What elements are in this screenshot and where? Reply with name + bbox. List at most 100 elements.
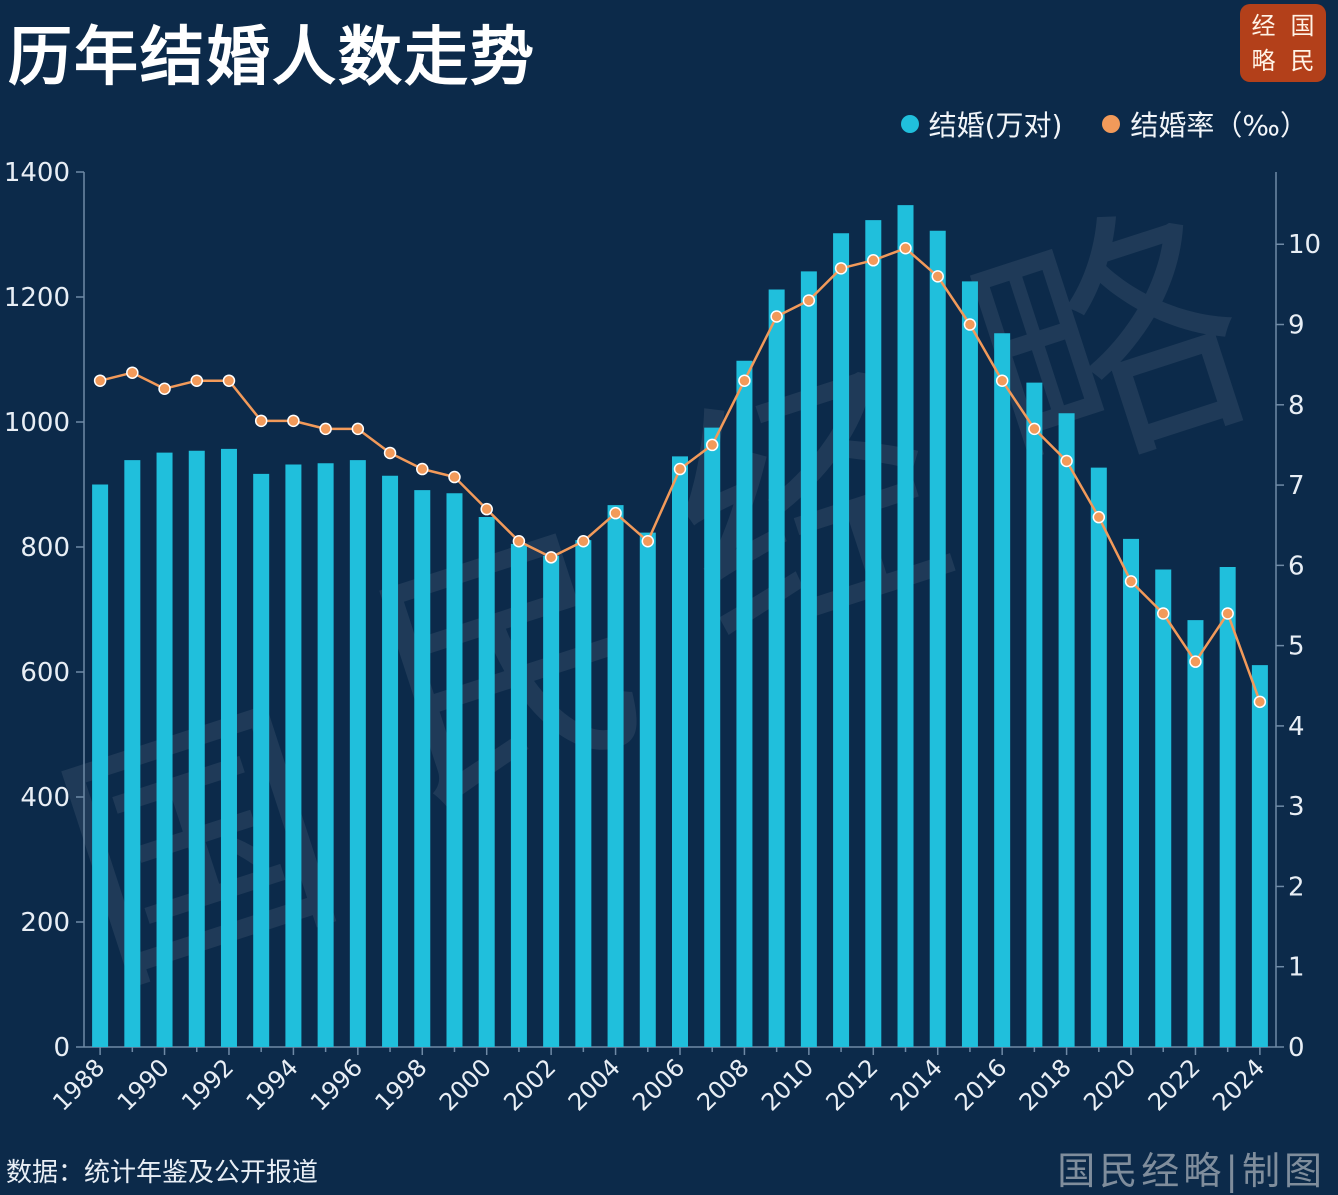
x-tick-label: 1994 bbox=[241, 1053, 304, 1116]
rate-point bbox=[416, 462, 429, 476]
logo-char: 民 bbox=[1290, 46, 1315, 75]
rate-point bbox=[802, 294, 816, 307]
y-left-tick-label: 400 bbox=[20, 783, 70, 813]
rate-point bbox=[222, 374, 236, 387]
bar bbox=[317, 463, 334, 1047]
x-tick-label: 2018 bbox=[1014, 1053, 1077, 1116]
x-tick-label: 2024 bbox=[1207, 1053, 1270, 1116]
x-tick-label: 1998 bbox=[370, 1053, 433, 1116]
bar bbox=[865, 220, 882, 1047]
bar bbox=[897, 205, 914, 1047]
bar bbox=[188, 450, 205, 1047]
bar bbox=[1090, 467, 1107, 1047]
rate-point bbox=[480, 502, 493, 516]
bar bbox=[253, 473, 270, 1047]
y-left-tick-label: 200 bbox=[20, 908, 70, 938]
rate-point bbox=[705, 438, 719, 452]
rate-point bbox=[158, 382, 171, 395]
x-tick-label: 2010 bbox=[756, 1053, 819, 1116]
y-right-tick-label: 1 bbox=[1288, 953, 1305, 983]
rate-point bbox=[1189, 655, 1202, 668]
rate-point bbox=[1253, 695, 1267, 709]
rate-point bbox=[254, 414, 268, 428]
logo-char: 国 bbox=[1290, 11, 1315, 40]
bar bbox=[768, 289, 785, 1047]
bar bbox=[446, 493, 463, 1047]
legend-dot-icon bbox=[1102, 115, 1121, 133]
x-tick-label: 2020 bbox=[1078, 1053, 1141, 1116]
bar bbox=[736, 360, 753, 1047]
bar bbox=[414, 490, 431, 1047]
rate-point bbox=[1156, 607, 1170, 620]
rate-point bbox=[609, 506, 622, 520]
x-tick-label: 2008 bbox=[692, 1053, 755, 1116]
chart-legend: 结婚(万对) 结婚率（‰） bbox=[900, 104, 1308, 144]
y-right-tick-label: 3 bbox=[1288, 792, 1305, 822]
x-tick-label: 2004 bbox=[563, 1053, 626, 1116]
rate-point bbox=[287, 414, 300, 428]
page-title: 历年结婚人数走势 bbox=[8, 21, 536, 95]
bar bbox=[1058, 413, 1075, 1047]
bar bbox=[833, 233, 850, 1047]
legend-item-marriages[interactable]: 结婚(万对) bbox=[900, 104, 1063, 144]
rate-point bbox=[673, 462, 687, 476]
x-tick-label: 1990 bbox=[112, 1053, 175, 1116]
rate-point bbox=[1028, 422, 1041, 436]
y-right-tick-label: 6 bbox=[1288, 551, 1305, 581]
bar bbox=[639, 532, 656, 1047]
bar bbox=[704, 427, 721, 1047]
logo-char: 经 bbox=[1251, 11, 1276, 40]
x-tick-label: 2014 bbox=[885, 1053, 948, 1116]
bar bbox=[543, 555, 560, 1047]
x-tick-label: 2012 bbox=[821, 1053, 884, 1116]
x-tick-label: 2000 bbox=[434, 1053, 497, 1116]
x-tick-label: 2006 bbox=[627, 1053, 690, 1116]
y-right-tick-label: 10 bbox=[1288, 230, 1321, 260]
bar bbox=[607, 505, 624, 1047]
rate-point bbox=[770, 310, 783, 323]
bar bbox=[156, 452, 173, 1047]
bar bbox=[220, 448, 237, 1047]
y-right-tick-label: 4 bbox=[1288, 712, 1305, 742]
bar bbox=[1123, 538, 1140, 1047]
rate-point bbox=[899, 242, 912, 255]
rate-point bbox=[931, 270, 944, 283]
y-left-tick-label: 1200 bbox=[4, 283, 70, 313]
x-tick-label: 2022 bbox=[1143, 1053, 1206, 1116]
y-right-tick-label: 2 bbox=[1288, 872, 1305, 902]
x-tick-label: 1996 bbox=[305, 1053, 368, 1116]
rate-point bbox=[448, 470, 461, 484]
y-left-tick-label: 1000 bbox=[4, 408, 70, 438]
bar bbox=[382, 475, 399, 1047]
legend-label: 结婚(万对) bbox=[928, 109, 1063, 142]
bar bbox=[285, 464, 302, 1047]
bar bbox=[124, 460, 141, 1047]
rate-point bbox=[834, 262, 848, 275]
chart-credit: 国民经略|制图 bbox=[1057, 1149, 1326, 1193]
rate-point bbox=[383, 446, 397, 460]
bar bbox=[349, 460, 366, 1047]
bar bbox=[929, 230, 946, 1047]
rate-point bbox=[738, 374, 751, 387]
y-right-tick-label: 8 bbox=[1288, 391, 1305, 421]
y-left-tick-label: 800 bbox=[20, 533, 70, 563]
rate-point bbox=[1092, 510, 1106, 524]
x-tick-label: 2002 bbox=[498, 1053, 561, 1116]
legend-item-marriage-rate[interactable]: 结婚率（‰） bbox=[1102, 104, 1308, 144]
bar bbox=[575, 540, 592, 1047]
bar bbox=[961, 281, 978, 1047]
x-tick-label: 2016 bbox=[949, 1053, 1012, 1116]
y-right-tick-label: 0 bbox=[1288, 1033, 1305, 1063]
rate-point bbox=[319, 422, 332, 436]
y-left-tick-label: 0 bbox=[53, 1033, 70, 1063]
rate-point bbox=[1221, 607, 1234, 620]
rate-point bbox=[126, 366, 139, 379]
bar bbox=[800, 271, 817, 1047]
bar bbox=[510, 543, 527, 1047]
bar bbox=[1026, 382, 1043, 1047]
rate-point bbox=[512, 535, 526, 548]
y-right-tick-label: 5 bbox=[1288, 632, 1305, 662]
rate-point bbox=[963, 318, 977, 331]
bar bbox=[1187, 620, 1204, 1047]
